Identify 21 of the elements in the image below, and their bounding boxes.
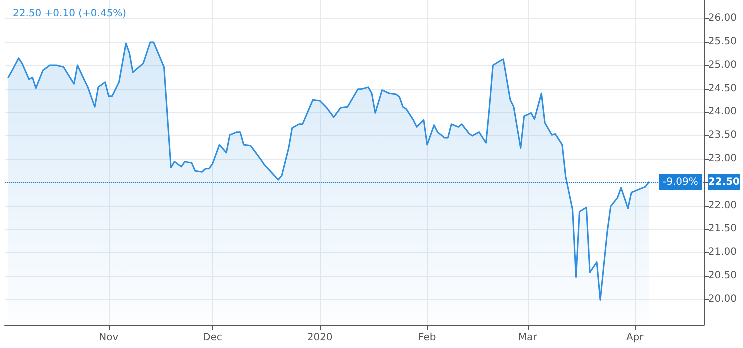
x-tick-label: Nov	[99, 332, 119, 344]
y-tick-label: 22.50	[708, 176, 740, 188]
y-tick-label: 25.50	[708, 36, 738, 48]
y-tick-label: 25.00	[708, 60, 738, 71]
y-tick-label: 20.00	[708, 294, 738, 305]
y-tick-label: 22.00	[708, 200, 738, 212]
x-tick-label: 2020	[307, 332, 333, 344]
y-tick-label: 24.50	[708, 83, 738, 94]
x-tick-label: Feb	[418, 332, 436, 344]
text: 22.50 +0.10 (+0.45%)	[13, 8, 127, 20]
y-tick-label: 21.50	[708, 224, 738, 235]
y-tick-label: 24.00	[708, 106, 738, 118]
x-tick-label: Mar	[518, 332, 538, 344]
y-tick-label: 23.00	[708, 153, 738, 164]
y-tick-label: 21.00	[708, 247, 738, 258]
y-tick-label: 26.00	[708, 13, 738, 24]
x-tick-label: Dec	[203, 332, 222, 344]
annotation: -9.09%	[662, 176, 698, 188]
x-tick-label: Apr	[626, 332, 645, 344]
y-tick-label: 23.50	[708, 130, 738, 142]
y-tick-label: 20.50	[708, 270, 738, 282]
